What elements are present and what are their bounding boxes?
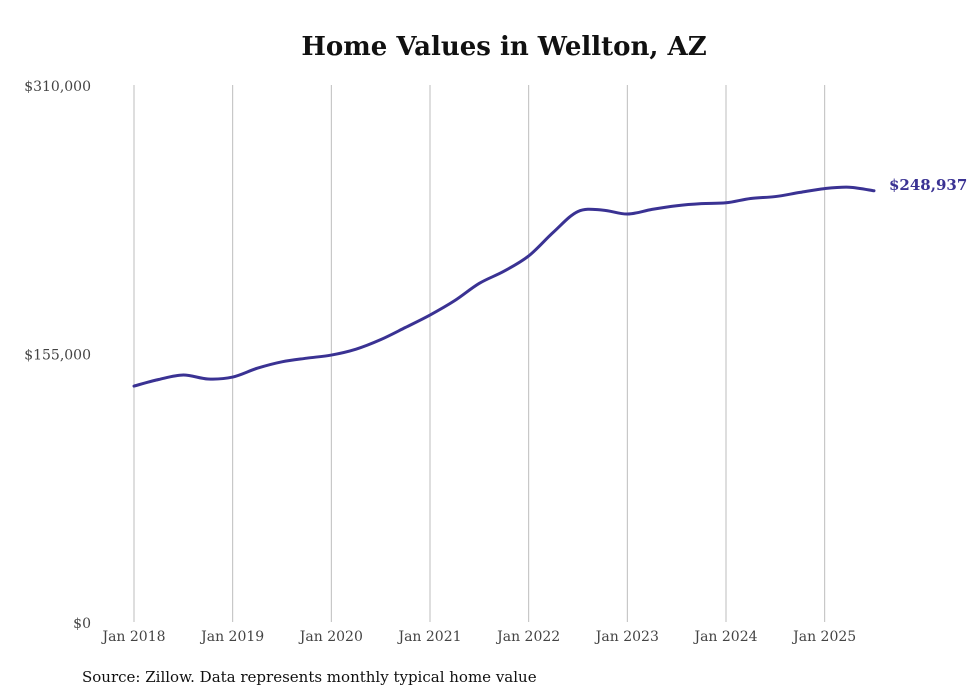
y-tick-label: $310,000	[24, 79, 91, 95]
x-tick-label: Jan 2020	[298, 629, 363, 645]
x-tick-label: Jan 2021	[396, 629, 461, 645]
series-line	[132, 185, 876, 388]
source-note: Source: Zillow. Data represents monthly …	[82, 668, 537, 686]
x-tick-label: Jan 2023	[594, 629, 659, 645]
x-tick-label: Jan 2018	[100, 629, 165, 645]
y-tick-label: $0	[73, 616, 91, 632]
y-tick-label: $155,000	[24, 348, 91, 364]
x-tick-label: Jan 2022	[495, 629, 560, 645]
x-tick-label: Jan 2025	[791, 629, 856, 645]
end-value-label: $248,937	[889, 176, 967, 194]
x-tick-label: Jan 2019	[199, 629, 264, 645]
x-tick-label: Jan 2024	[692, 629, 757, 645]
chart-title: Home Values in Wellton, AZ	[301, 32, 707, 62]
